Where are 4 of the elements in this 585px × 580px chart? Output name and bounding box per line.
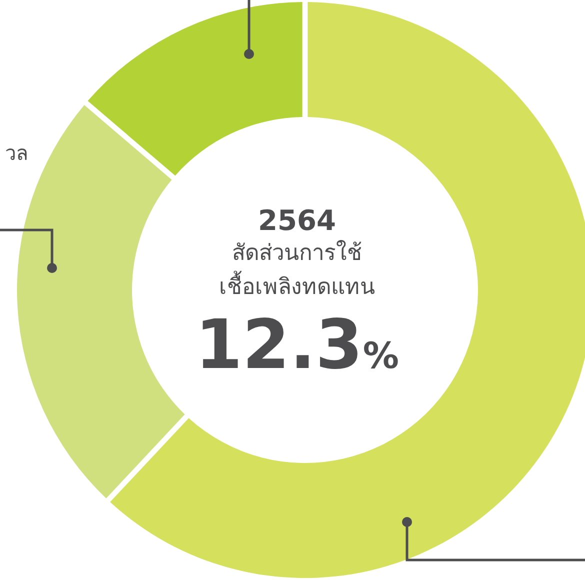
text: 2564 [258, 204, 336, 237]
text: สัดส่วนการใช้ เชื้อเพลิงทดแทน [219, 240, 375, 300]
text: 12.3% [195, 306, 399, 385]
slice-label: วล [5, 141, 28, 165]
